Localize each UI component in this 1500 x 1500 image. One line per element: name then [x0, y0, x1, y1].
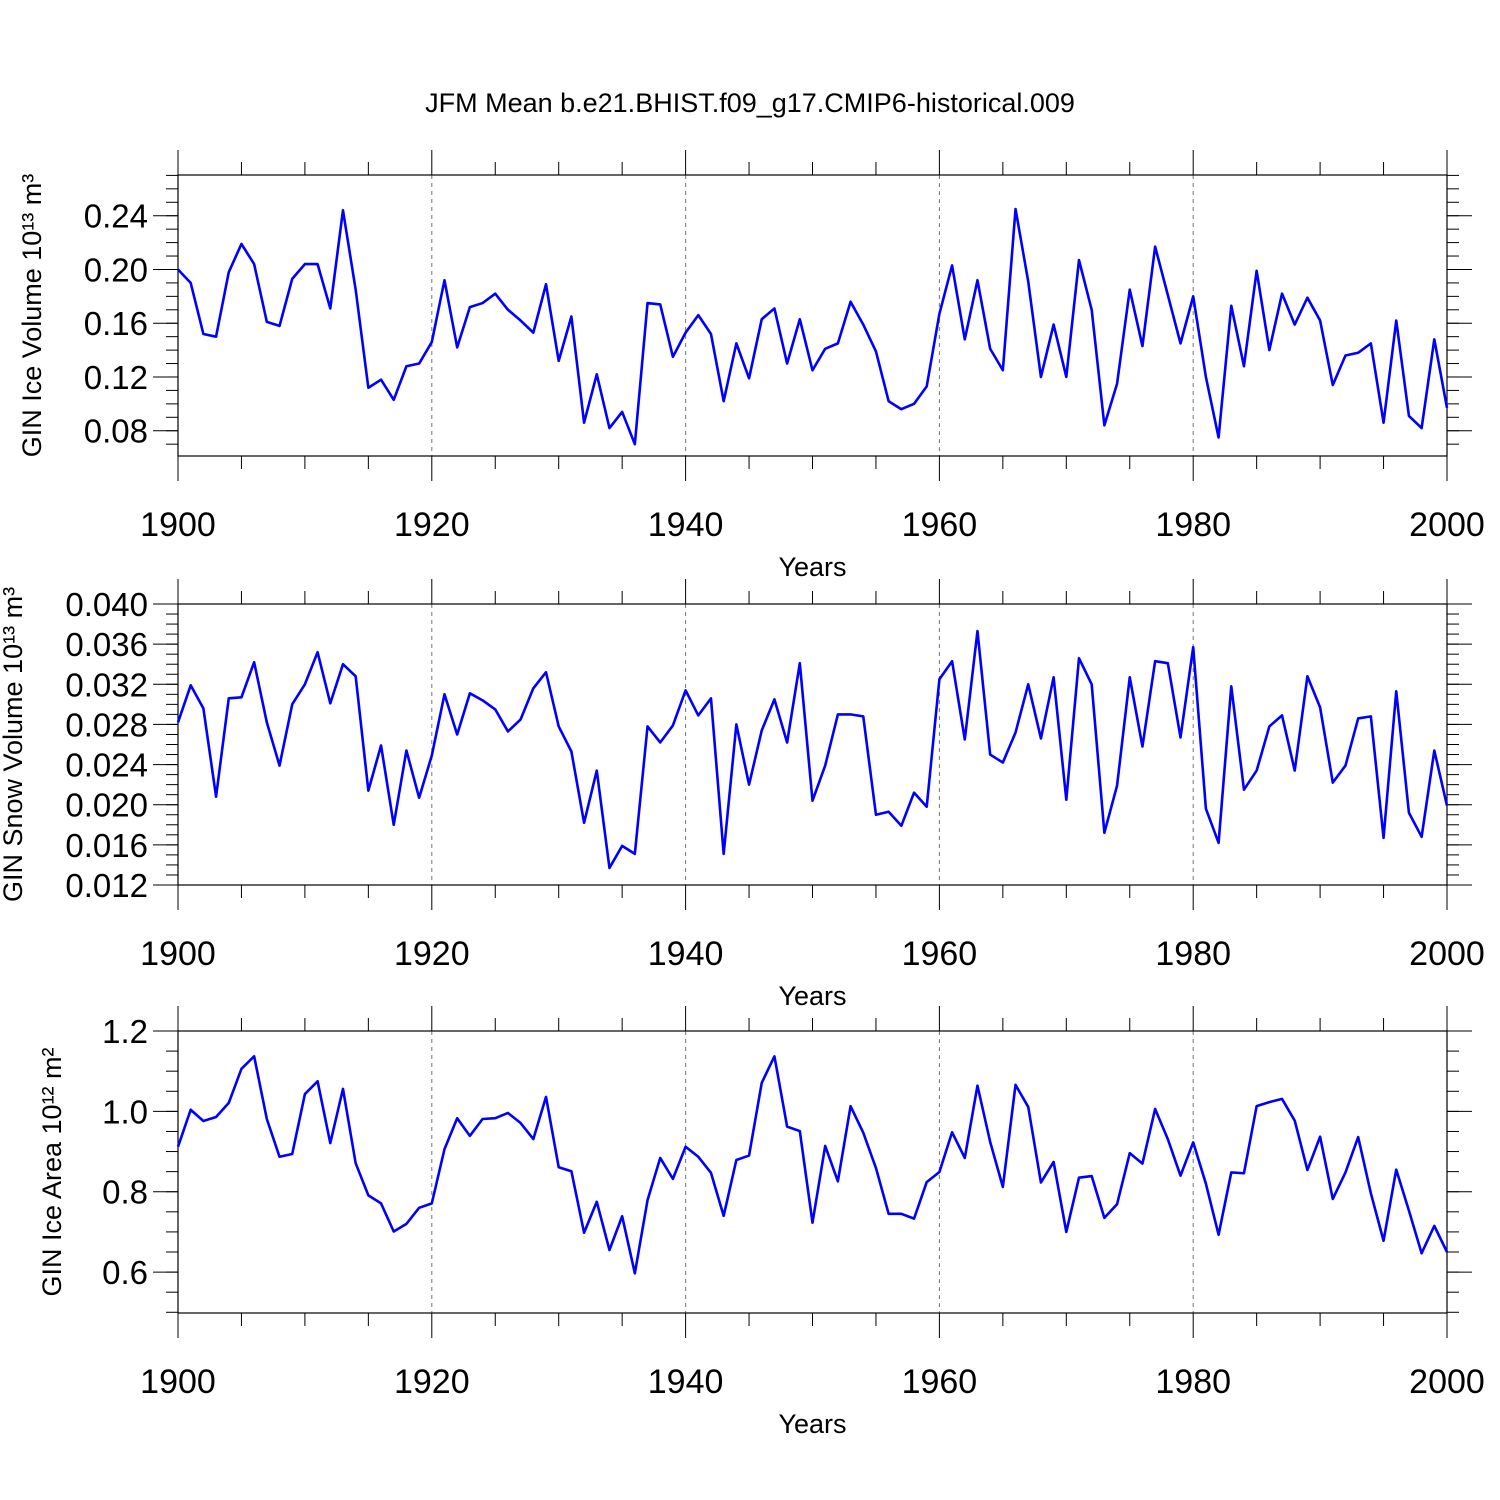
- y-tick-label: 1.0: [102, 1093, 148, 1130]
- y-tick-label: 0.8: [102, 1174, 148, 1211]
- y-tick-label: 0.6: [102, 1254, 148, 1291]
- panel-1: 1900 1920 1940 1960 1980 2000 Years 0.08 0.12 0.1…: [17, 150, 1485, 582]
- x-tick-label: 1980: [1155, 506, 1231, 544]
- y-tick-label: 0.08: [84, 413, 148, 450]
- x-tick-label: 1940: [648, 506, 724, 544]
- x-tick-label: 1920: [394, 506, 470, 544]
- y-tick-label: 0.036: [65, 626, 148, 663]
- x-tick-label: 2000: [1409, 506, 1485, 544]
- y-axis-label: GIN Snow Volume 10¹³ m³: [0, 587, 28, 902]
- y-tick-label: 0.16: [84, 305, 148, 342]
- y-tick-label: 0.032: [65, 666, 148, 703]
- x-tick-label: 1940: [648, 935, 724, 973]
- y-tick-label: 0.020: [65, 787, 148, 824]
- y-axis-label: GIN Ice Volume 10¹³ m³: [17, 174, 47, 458]
- plot-frame: [177, 603, 1448, 886]
- plot-frame: [177, 1030, 1448, 1314]
- y-tick-label: 0.024: [65, 747, 148, 784]
- x-tick-label: 1900: [140, 935, 216, 973]
- x-tick-label: 1980: [1155, 935, 1231, 973]
- x-tick-label: 2000: [1409, 1363, 1485, 1401]
- x-tick-label: 1900: [140, 1363, 216, 1401]
- x-tick-label: 1980: [1155, 1363, 1231, 1401]
- x-tick-label: 1900: [140, 506, 216, 544]
- y-tick-label: 0.20: [84, 251, 148, 288]
- x-tick-label: 1920: [394, 935, 470, 973]
- x-axis-label: Years: [778, 552, 846, 582]
- series-line: [177, 207, 1449, 446]
- figure-title: JFM Mean b.e21.BHIST.f09_g17.CMIP6-histo…: [425, 88, 1075, 118]
- y-tick-label: 0.012: [65, 867, 148, 904]
- y-tick-label: 0.040: [65, 586, 148, 623]
- y-tick-label: 1.2: [102, 1013, 148, 1050]
- x-tick-label: 1940: [648, 1363, 724, 1401]
- x-axis-label: Years: [778, 1409, 846, 1439]
- x-tick-label: 1920: [394, 1363, 470, 1401]
- y-axis-label: GIN Ice Area 10¹² m²: [37, 1047, 67, 1296]
- plot-frame: [177, 174, 1448, 457]
- y-tick-label: 0.24: [84, 198, 148, 235]
- x-tick-label: 1960: [902, 1363, 978, 1401]
- series-line: [176, 1055, 1449, 1275]
- series-line: [176, 629, 1449, 870]
- panel-3: 1900 1920 1940 1960 1980 2000 Years 0.6 0.8 1.0 1.…: [37, 1006, 1485, 1439]
- y-tick-label: 0.016: [65, 827, 148, 864]
- x-tick-label: 1960: [902, 935, 978, 973]
- y-tick-label: 0.12: [84, 359, 148, 396]
- panel-2: 1900 1920 1940 1960 1980 2000Years0.0120.0160…: [0, 579, 1485, 1011]
- panels: 1900 1920 1940 1960 1980 2000 Years 0.08 0.12 0.1…: [0, 150, 1485, 1439]
- x-tick-label: 2000: [1409, 935, 1485, 973]
- y-tick-label: 0.028: [65, 706, 148, 743]
- x-tick-label: 1960: [902, 506, 978, 544]
- x-axis-label: Years: [778, 981, 846, 1011]
